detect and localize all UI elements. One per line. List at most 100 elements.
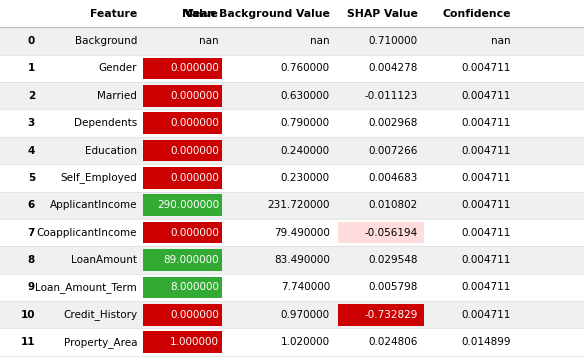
Bar: [0, 27, 584, 55]
Bar: [0, 0, 584, 27]
Text: 0.630000: 0.630000: [281, 91, 330, 101]
Text: 290.000000: 290.000000: [157, 200, 219, 210]
Text: Background: Background: [75, 36, 137, 46]
Bar: [0, 274, 584, 301]
Text: -0.056194: -0.056194: [364, 228, 418, 238]
Bar: [0, 301, 584, 328]
Text: 10: 10: [20, 310, 35, 320]
Text: CoapplicantIncome: CoapplicantIncome: [37, 228, 137, 238]
Text: 0.004711: 0.004711: [461, 228, 511, 238]
Text: 0.004278: 0.004278: [368, 63, 418, 74]
Text: 0.790000: 0.790000: [281, 118, 330, 128]
Text: Married: Married: [98, 91, 137, 101]
Text: 0.004711: 0.004711: [461, 282, 511, 292]
Text: Loan_Amount_Term: Loan_Amount_Term: [36, 282, 137, 293]
Text: SHAP Value: SHAP Value: [347, 9, 418, 19]
Text: nan: nan: [491, 36, 511, 46]
Text: nan: nan: [199, 36, 219, 46]
Text: 0.240000: 0.240000: [281, 146, 330, 155]
Text: Value: Value: [185, 9, 219, 19]
Text: 7.740000: 7.740000: [281, 282, 330, 292]
Bar: [0, 110, 584, 137]
Text: 5: 5: [28, 173, 35, 183]
Bar: [0, 191, 584, 219]
Text: 0.000000: 0.000000: [170, 91, 219, 101]
Text: 0.007266: 0.007266: [368, 146, 418, 155]
Text: 8: 8: [28, 255, 35, 265]
Bar: [0, 82, 584, 110]
Text: 0.000000: 0.000000: [170, 228, 219, 238]
Text: 0.000000: 0.000000: [170, 118, 219, 128]
Text: 0.024806: 0.024806: [368, 337, 418, 347]
Text: 1.000000: 1.000000: [170, 337, 219, 347]
Text: 89.000000: 89.000000: [164, 255, 219, 265]
Text: 0.000000: 0.000000: [170, 146, 219, 155]
Text: 0.000000: 0.000000: [170, 310, 219, 320]
Bar: [143, 249, 222, 271]
Bar: [0, 137, 584, 164]
Text: 0.004711: 0.004711: [461, 310, 511, 320]
Bar: [0, 164, 584, 191]
Text: LoanAmount: LoanAmount: [71, 255, 137, 265]
Bar: [143, 58, 222, 79]
Text: 0.230000: 0.230000: [281, 173, 330, 183]
Text: 9: 9: [28, 282, 35, 292]
Bar: [0, 328, 584, 356]
Text: Confidence: Confidence: [443, 9, 511, 19]
Text: Feature: Feature: [90, 9, 137, 19]
Bar: [143, 222, 222, 244]
Text: Dependents: Dependents: [74, 118, 137, 128]
Text: Education: Education: [85, 146, 137, 155]
Text: 0.760000: 0.760000: [281, 63, 330, 74]
Text: 0.004711: 0.004711: [461, 173, 511, 183]
Bar: [143, 140, 222, 161]
Text: Gender: Gender: [99, 63, 137, 74]
Text: 0.710000: 0.710000: [369, 36, 418, 46]
Bar: [143, 331, 222, 353]
Text: 0.004683: 0.004683: [368, 173, 418, 183]
Text: 0.970000: 0.970000: [281, 310, 330, 320]
Text: 0.004711: 0.004711: [461, 255, 511, 265]
Text: 7: 7: [27, 228, 35, 238]
Text: 0.004711: 0.004711: [461, 91, 511, 101]
Bar: [0, 219, 584, 246]
Text: 8.000000: 8.000000: [170, 282, 219, 292]
Text: 1: 1: [28, 63, 35, 74]
Text: 2: 2: [28, 91, 35, 101]
Text: 0.014899: 0.014899: [461, 337, 511, 347]
Bar: [143, 277, 222, 298]
Text: 4: 4: [27, 146, 35, 155]
Bar: [338, 304, 424, 325]
Bar: [338, 222, 424, 244]
Bar: [143, 112, 222, 134]
Text: 0.004711: 0.004711: [461, 146, 511, 155]
Text: 83.490000: 83.490000: [274, 255, 330, 265]
Text: Self_Employed: Self_Employed: [61, 173, 137, 183]
Text: 0.004711: 0.004711: [461, 63, 511, 74]
Text: -0.011123: -0.011123: [364, 91, 418, 101]
Text: 11: 11: [20, 337, 35, 347]
Text: 0.000000: 0.000000: [170, 173, 219, 183]
Bar: [0, 55, 584, 82]
Text: 1.020000: 1.020000: [281, 337, 330, 347]
Text: 231.720000: 231.720000: [267, 200, 330, 210]
Text: 0.002968: 0.002968: [368, 118, 418, 128]
Text: -0.732829: -0.732829: [364, 310, 418, 320]
Bar: [143, 304, 222, 325]
Text: Property_Area: Property_Area: [64, 337, 137, 348]
Text: 0.004711: 0.004711: [461, 118, 511, 128]
Text: 79.490000: 79.490000: [274, 228, 330, 238]
Bar: [0, 246, 584, 274]
Text: 0.000000: 0.000000: [170, 63, 219, 74]
Text: 6: 6: [28, 200, 35, 210]
Text: 0.029548: 0.029548: [368, 255, 418, 265]
Text: 0.004711: 0.004711: [461, 200, 511, 210]
Text: 0: 0: [28, 36, 35, 46]
Text: nan: nan: [310, 36, 330, 46]
Bar: [143, 167, 222, 189]
Text: Credit_History: Credit_History: [63, 309, 137, 320]
Text: ApplicantIncome: ApplicantIncome: [50, 200, 137, 210]
Text: 0.005798: 0.005798: [368, 282, 418, 292]
Text: Mean Background Value: Mean Background Value: [182, 9, 330, 19]
Bar: [143, 85, 222, 107]
